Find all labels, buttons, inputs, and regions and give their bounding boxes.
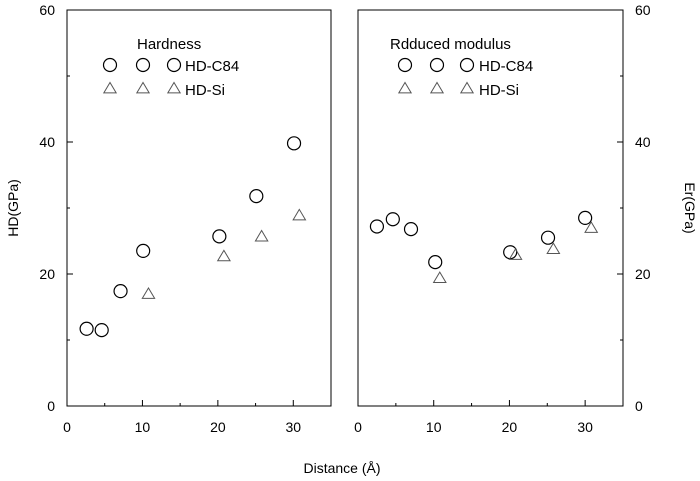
data-point-triangle [292, 208, 307, 221]
legend-title: Hardness [137, 36, 201, 53]
data-point-triangle [141, 286, 156, 299]
legend-marker-triangle [166, 81, 182, 94]
legend-label: HD-Si [479, 82, 519, 99]
y-axis-title: HD(GPa) [5, 179, 21, 237]
y-tick-label: 20 [39, 266, 55, 282]
legend-marker-circle [429, 57, 445, 73]
data-point-circle [113, 284, 128, 299]
y-tick-label: 60 [635, 2, 651, 18]
legend-marker-triangle [397, 81, 413, 94]
legend-title: Rdduced modulus [390, 36, 511, 53]
legend-marker-triangle [459, 81, 475, 94]
data-point-circle [136, 243, 151, 258]
legend-marker-circle [102, 57, 118, 73]
reduced-modulus-panel: 0 10 20 30 0 20 40 60 Er(GPa) Rdduced modulus HD-C… [354, 2, 698, 435]
x-axis-title: Distance (Å) [303, 460, 380, 476]
legend-label: HD-Si [185, 82, 225, 99]
data-point-triangle [546, 242, 561, 254]
legend-marker-triangle [135, 81, 151, 94]
data-point-circle [94, 323, 109, 338]
data-point-circle [503, 245, 518, 260]
data-point-triangle [254, 229, 269, 242]
data-point-circle [212, 229, 227, 244]
x-tick-label: 10 [426, 419, 442, 435]
legend-marker-circle [459, 57, 475, 73]
y-tick-label: 40 [39, 134, 55, 150]
legend-marker-triangle [429, 81, 445, 94]
data-point-triangle [216, 249, 231, 262]
legend-marker-triangle [102, 81, 118, 94]
y-axis-title: Er(GPa) [682, 182, 698, 233]
data-point-circle [403, 222, 419, 237]
data-point-circle [79, 321, 94, 336]
legend-marker-circle [397, 57, 413, 73]
legend-label: HD-C84 [185, 58, 239, 75]
legend-marker-circle [135, 57, 151, 73]
data-point-circle [385, 212, 400, 227]
legend-marker-circle [166, 57, 182, 73]
data-point-circle [578, 210, 593, 225]
data-point-circle [540, 230, 556, 245]
data-point-triangle [508, 248, 523, 260]
x-tick-label: 30 [285, 419, 301, 435]
data-point-triangle [584, 220, 599, 233]
x-tick-label: 30 [577, 419, 593, 435]
data-point-circle [369, 219, 385, 234]
data-point-triangle [432, 271, 447, 284]
x-tick-label: 10 [135, 419, 151, 435]
hardness-panel: 0 10 20 30 0 20 40 60 HD(GPa) Hardness HD-C84 HD-Si [5, 2, 332, 435]
data-point-circle [286, 136, 302, 151]
x-tick-label: 20 [210, 419, 226, 435]
x-tick-label: 20 [502, 419, 518, 435]
x-tick-label: 0 [63, 419, 71, 435]
y-tick-label: 0 [635, 398, 643, 414]
y-tick-label: 40 [635, 134, 651, 150]
data-point-circle [428, 255, 443, 270]
x-tick-label: 0 [354, 419, 362, 435]
y-tick-label: 0 [47, 398, 55, 414]
y-tick-label: 20 [635, 266, 651, 282]
y-tick-label: 60 [39, 2, 55, 18]
legend-label: HD-C84 [479, 58, 533, 75]
data-point-circle [249, 189, 264, 204]
